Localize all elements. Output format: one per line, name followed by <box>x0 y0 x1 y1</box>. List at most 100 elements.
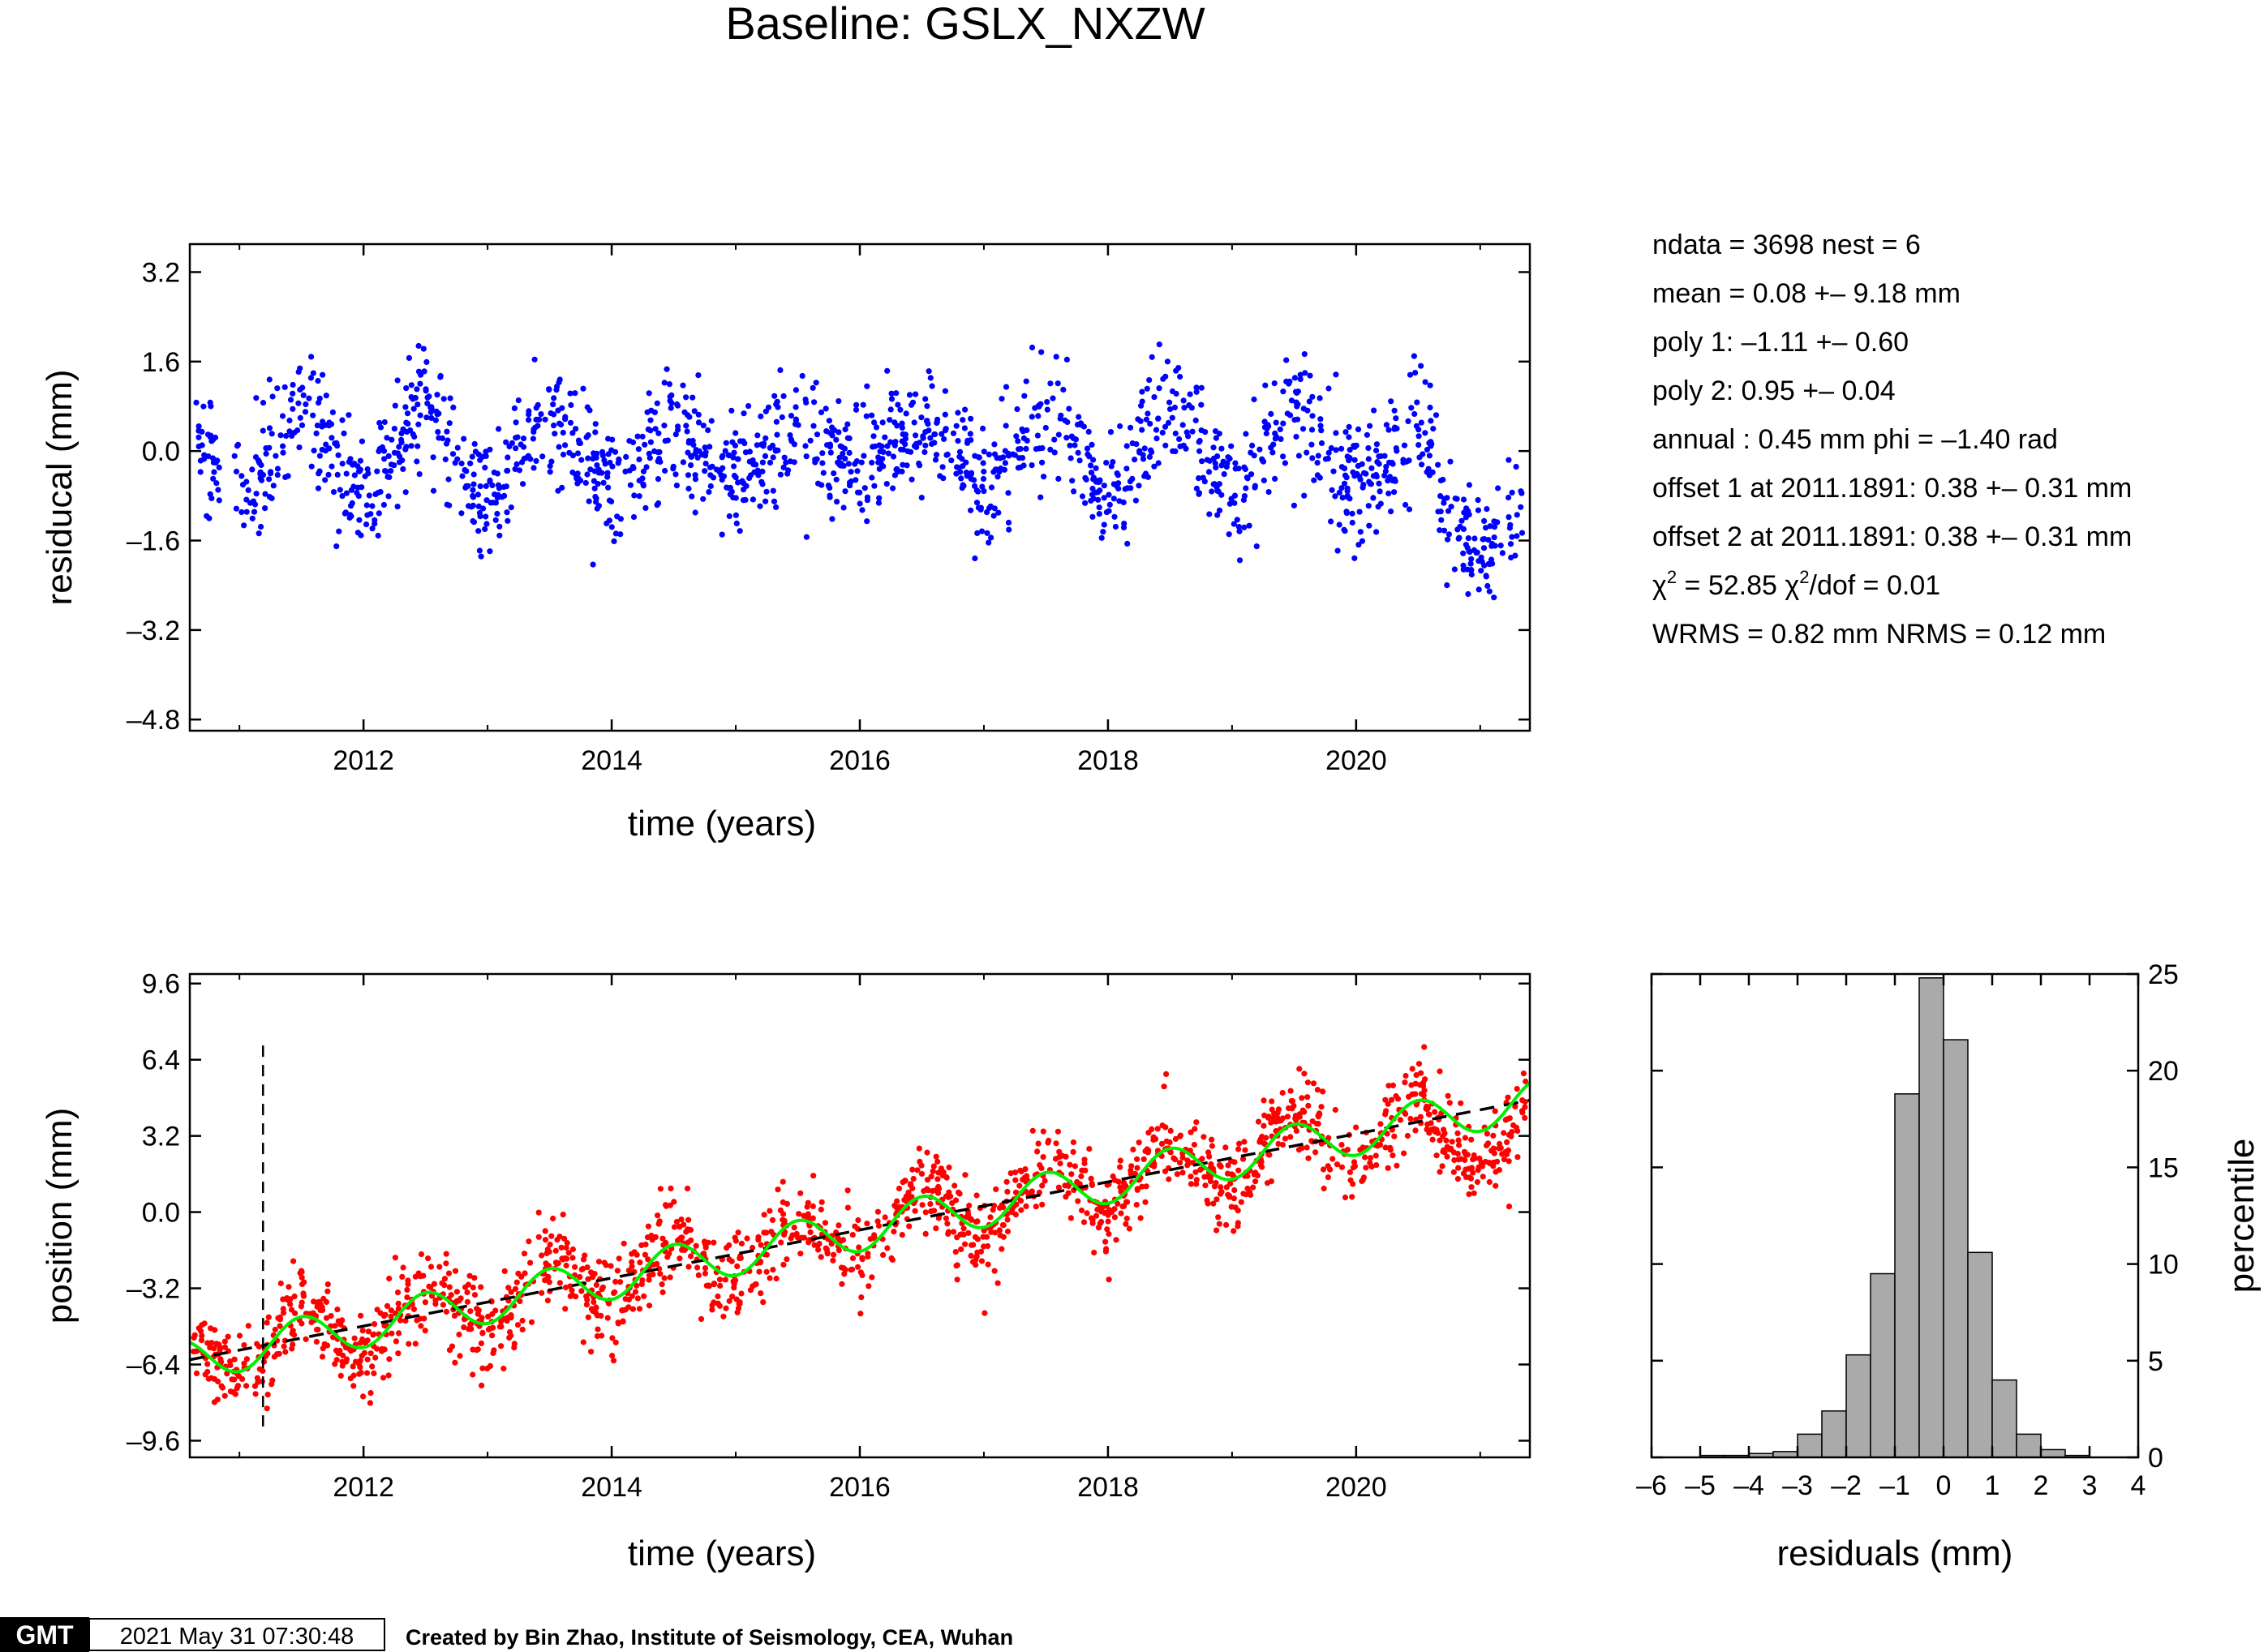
residual-point <box>492 491 498 498</box>
residual-point <box>323 441 329 448</box>
residual-point <box>692 476 699 483</box>
position-point <box>1199 1156 1205 1162</box>
position-point <box>1197 1166 1204 1173</box>
residual-point <box>1196 437 1203 444</box>
position-point <box>580 1265 586 1272</box>
position-point <box>1402 1072 1409 1079</box>
residual-point <box>1491 594 1497 601</box>
residual-point <box>1506 494 1512 501</box>
residual-point <box>1411 410 1418 418</box>
position-point <box>973 1253 980 1259</box>
residual-point <box>369 503 376 509</box>
residual-point <box>416 471 423 478</box>
residual-point <box>1414 399 1420 405</box>
residual-point <box>1322 456 1329 462</box>
residual-y-tick-label: 1.6 <box>142 347 180 378</box>
residual-point <box>508 504 514 511</box>
residual-point <box>924 403 930 410</box>
residual-point <box>1381 453 1388 459</box>
position-point <box>474 1347 480 1354</box>
position-point <box>761 1229 767 1236</box>
residual-point <box>274 466 281 472</box>
position-point <box>831 1251 837 1258</box>
residual-point <box>1405 418 1411 425</box>
residual-point <box>574 450 582 457</box>
residual-point <box>1475 497 1481 504</box>
residual-point <box>430 454 436 461</box>
residual-point <box>313 430 320 437</box>
residual-point <box>414 458 420 465</box>
residual-point <box>1209 488 1215 495</box>
residual-x-axis-label: time (years) <box>628 804 816 843</box>
position-point <box>824 1249 831 1255</box>
residual-point <box>487 446 493 453</box>
residual-point <box>929 440 935 448</box>
residual-point <box>377 424 384 431</box>
position-point <box>1424 1126 1430 1133</box>
residual-point <box>1196 448 1203 454</box>
residual-point <box>1388 508 1394 515</box>
position-point <box>1104 1226 1110 1233</box>
residual-point <box>400 466 406 473</box>
position-point <box>1149 1126 1155 1132</box>
residual-point <box>1084 445 1091 452</box>
position-point <box>909 1166 916 1173</box>
residual-point <box>1082 500 1089 506</box>
residual-point <box>323 393 329 399</box>
position-point <box>418 1251 425 1258</box>
position-point <box>859 1272 866 1279</box>
position-point <box>1487 1160 1493 1167</box>
residual-point <box>1325 449 1332 456</box>
position-point <box>563 1244 569 1251</box>
position-point <box>1094 1206 1101 1213</box>
residual-point <box>294 427 301 434</box>
residual-point <box>1445 508 1452 514</box>
position-point <box>443 1260 449 1267</box>
residual-point <box>415 421 422 427</box>
residual-point <box>708 418 715 424</box>
position-point <box>715 1293 721 1300</box>
position-point <box>1321 1185 1327 1192</box>
position-point <box>1133 1201 1140 1208</box>
residual-point <box>770 454 776 461</box>
histogram-bar <box>1894 1093 1920 1458</box>
position-point <box>464 1298 471 1305</box>
position-point <box>840 1237 847 1243</box>
residual-point <box>357 457 363 464</box>
residual-point <box>297 414 303 421</box>
residual-point <box>303 401 309 408</box>
position-point <box>567 1293 573 1299</box>
residual-point <box>783 459 789 466</box>
residual-point <box>732 430 739 436</box>
position-point <box>193 1370 200 1376</box>
position-x-tick-label: 2014 <box>581 1472 642 1503</box>
residual-point <box>547 469 553 475</box>
position-point <box>271 1354 277 1360</box>
position-point <box>1215 1214 1222 1221</box>
residual-point <box>423 388 429 394</box>
position-point <box>1179 1169 1186 1176</box>
position-point <box>910 1175 917 1182</box>
position-point <box>928 1208 934 1215</box>
residual-point <box>1198 384 1205 391</box>
residual-point <box>745 403 752 410</box>
residual-point <box>1020 435 1027 442</box>
residual-point <box>1381 472 1388 479</box>
residual-point <box>417 380 423 387</box>
position-point <box>324 1288 331 1294</box>
residual-point <box>424 400 431 406</box>
position-point <box>504 1318 510 1324</box>
residual-point <box>642 504 649 512</box>
residual-point <box>1185 433 1192 440</box>
residual-point <box>662 467 668 474</box>
residual-point <box>695 372 702 379</box>
position-point <box>956 1189 962 1195</box>
residual-point <box>1385 490 1392 497</box>
residual-point <box>1513 463 1519 470</box>
residual-point <box>941 436 947 443</box>
residual-point <box>1347 447 1353 453</box>
position-point <box>882 1214 888 1221</box>
residual-point <box>702 461 709 467</box>
residual-point <box>375 489 381 496</box>
position-point <box>399 1273 406 1280</box>
